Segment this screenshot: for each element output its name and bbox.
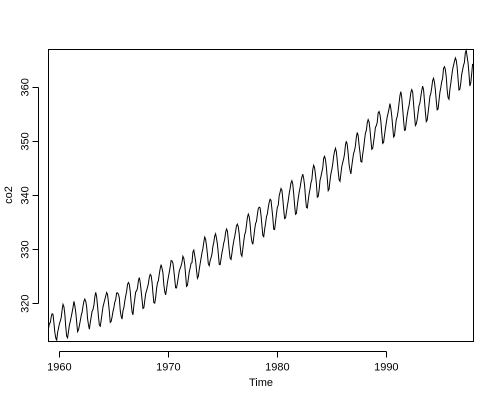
x-tick-label: 1960 [47, 362, 71, 374]
y-tick-label: 320 [20, 294, 32, 312]
y-tick-label: 330 [20, 240, 32, 258]
y-axis-title: co2 [3, 186, 15, 204]
y-tick-label: 350 [20, 132, 32, 150]
x-axis-title: Time [249, 377, 273, 389]
x-tick-label: 1990 [374, 362, 398, 374]
y-axis: 320 330 340 350 360 [20, 78, 39, 313]
x-tick-label: 1970 [156, 362, 180, 374]
co2-series-line [48, 48, 474, 341]
y-tick-label: 360 [20, 78, 32, 96]
x-axis: 1960 1970 1980 1990 [47, 351, 399, 374]
x-tick-label: 1980 [265, 362, 289, 374]
y-tick-label: 340 [20, 186, 32, 204]
plot-frame [48, 49, 474, 342]
